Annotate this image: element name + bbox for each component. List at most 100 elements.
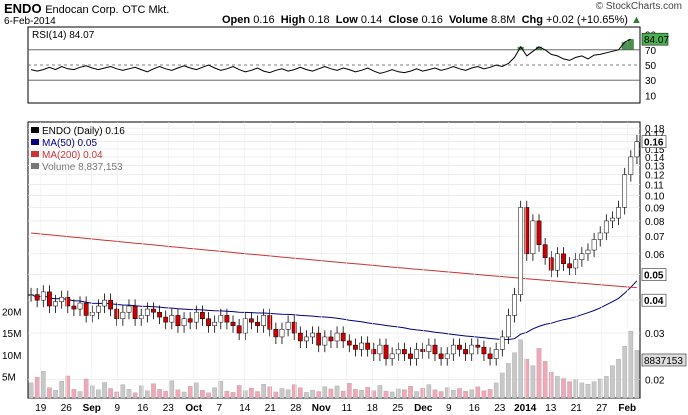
- volume-bar: [432, 389, 438, 399]
- volume-bar: [463, 390, 468, 399]
- candle-body: [95, 305, 101, 313]
- open-value: 0.16: [253, 14, 275, 26]
- volume-bar: [371, 390, 377, 399]
- candle-body: [499, 336, 505, 350]
- price-tick-label: 0.02: [645, 375, 665, 386]
- candle-body: [561, 253, 566, 264]
- ticker-symbol: ENDO: [4, 1, 42, 16]
- company-name: Endocan Corp.: [45, 4, 119, 16]
- x-tick-label: 11: [342, 403, 353, 414]
- x-tick-label: 16: [469, 403, 481, 414]
- candle-body: [175, 315, 181, 326]
- candle-body: [603, 220, 609, 234]
- x-tick-label: Sep: [83, 403, 101, 414]
- watermark: © StockCharts.com: [595, 1, 682, 12]
- close-value: 0.16: [421, 14, 443, 26]
- candle-body: [279, 329, 285, 338]
- volume-bar: [451, 390, 456, 399]
- x-tick-label: 9: [446, 403, 452, 414]
- volume-bar: [444, 387, 450, 399]
- volume-bar: [542, 361, 548, 399]
- volume-bar: [628, 330, 634, 399]
- x-tick-label: 27: [596, 403, 608, 414]
- volume-tick-label: 20M: [2, 308, 21, 319]
- legend-swatch: [31, 151, 39, 157]
- candle-body: [316, 332, 322, 346]
- x-tick-label: 28: [290, 403, 302, 414]
- candle-body: [628, 156, 634, 175]
- candle-body: [444, 353, 450, 359]
- volume-bar: [255, 391, 260, 399]
- x-tick-label: 18: [367, 403, 379, 414]
- volume-bar: [353, 389, 358, 399]
- volume-bar: [71, 389, 77, 399]
- x-tick-label: 19: [35, 403, 47, 414]
- candle-body: [536, 220, 542, 245]
- rsi-tick-label: 70: [645, 46, 657, 57]
- volume-value: 8.8M: [490, 14, 516, 26]
- candle-body: [40, 291, 46, 301]
- volume-bar: [212, 387, 217, 399]
- candle-body: [273, 329, 279, 338]
- rsi-tick-label: 50: [645, 61, 657, 72]
- legend-swatch: [31, 163, 39, 169]
- x-tick-label: Dec: [414, 403, 433, 414]
- volume-bar: [181, 391, 187, 399]
- volume-current-label: 8837153: [644, 356, 683, 367]
- volume-bar: [285, 389, 291, 399]
- market-name: OTC Mkt.: [122, 4, 170, 16]
- candle-body: [65, 297, 71, 307]
- volume-bar: [493, 382, 499, 399]
- candle-body: [132, 305, 138, 319]
- volume-bar: [108, 388, 113, 399]
- candle-body: [487, 353, 493, 359]
- candle-body: [248, 318, 254, 323]
- volume-bar: [175, 389, 181, 399]
- candle-body: [267, 315, 273, 330]
- volume-bar: [304, 392, 309, 399]
- legend-swatch: [31, 139, 39, 145]
- candle-body: [493, 349, 499, 359]
- ma50-current-badge: [641, 268, 667, 281]
- volume-bar: [249, 387, 254, 399]
- volume-bar: [604, 376, 609, 399]
- volume-bar: [47, 387, 52, 399]
- volume-bar: [53, 390, 58, 399]
- candle-body: [304, 336, 309, 342]
- candle-body: [438, 353, 444, 359]
- date-label: 6-Feb-2014: [4, 16, 56, 27]
- rsi-overbought-fill: [621, 42, 628, 50]
- volume-bar: [236, 385, 242, 399]
- legend-entry: MA(200) 0.04: [42, 150, 103, 161]
- candle-body: [340, 332, 346, 342]
- x-tick-label: 23: [494, 403, 506, 414]
- volume-bar: [536, 348, 542, 399]
- volume-bar: [59, 381, 64, 399]
- candle-body: [591, 239, 597, 251]
- high-value: 0.18: [308, 14, 330, 26]
- volume-bar: [340, 390, 346, 399]
- volume-label: Volume: [448, 14, 488, 26]
- candle-body: [89, 311, 95, 316]
- chg-label: Chg: [521, 14, 543, 26]
- candle-body: [59, 297, 65, 302]
- volume-bar: [89, 385, 95, 399]
- candle-body: [200, 311, 205, 319]
- volume-bar: [408, 386, 413, 399]
- volume-bar: [481, 390, 487, 399]
- rsi-current-label: 84.07: [644, 35, 669, 46]
- volume-bar: [475, 386, 481, 399]
- volume-bar: [28, 382, 34, 399]
- legend-entry: MA(50) 0.05: [42, 138, 97, 149]
- candle-body: [463, 349, 468, 355]
- ma50-current-label: 0.05: [644, 271, 664, 282]
- ma200-current-label: 0.04: [644, 296, 664, 307]
- volume-bar: [102, 382, 107, 399]
- volume-bar: [591, 381, 597, 399]
- candle-body: [77, 302, 83, 310]
- rsi-tick-label: 10: [645, 91, 657, 102]
- x-tick-label: 13: [545, 403, 557, 414]
- candle-body: [414, 349, 420, 359]
- candle-body: [71, 305, 77, 310]
